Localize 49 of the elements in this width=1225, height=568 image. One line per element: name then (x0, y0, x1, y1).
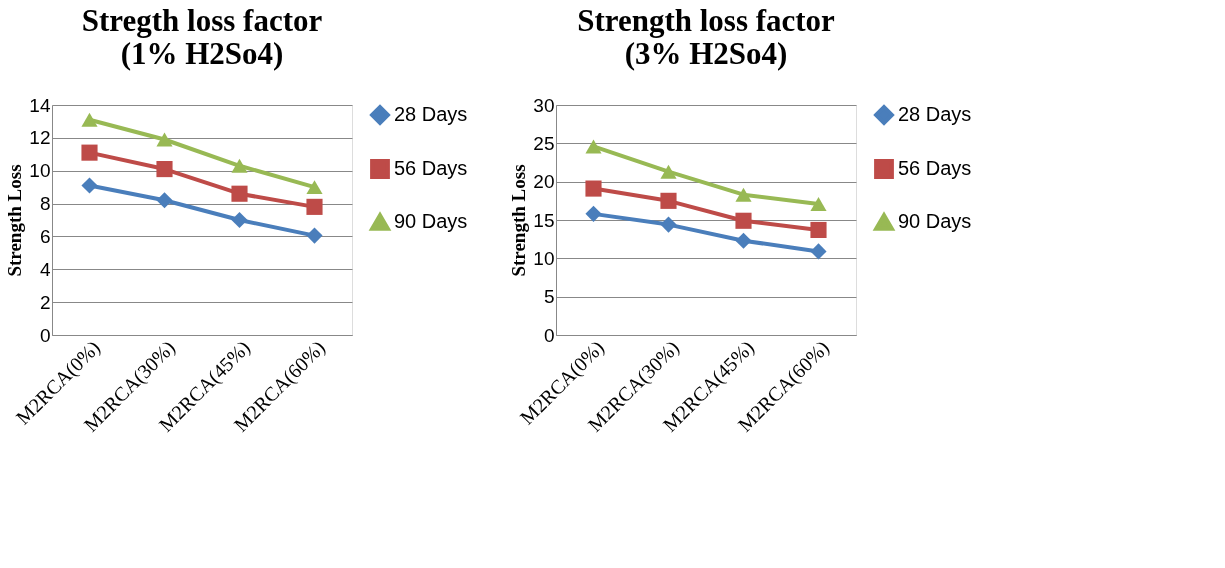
y-tick-label: 10 (29, 160, 51, 182)
point (231, 185, 248, 202)
y-tick-label: 5 (543, 286, 555, 308)
y-tick-label: 0 (543, 324, 555, 346)
y-tick-label: 0 (39, 324, 51, 346)
chart-title: Stregth loss factor (1% H2So4) (81, 3, 323, 71)
point (306, 180, 323, 195)
point (585, 180, 602, 197)
point (810, 196, 827, 211)
y-tick-label: 4 (39, 258, 51, 280)
point (306, 198, 323, 215)
legend-label: 90 Days (898, 210, 972, 232)
y-tick-label: 14 (29, 94, 51, 116)
point (660, 192, 677, 209)
legend-label: 56 Days (898, 157, 972, 179)
y-tick-label: 6 (39, 225, 51, 247)
y-tick-label: 12 (29, 127, 51, 149)
point (81, 177, 98, 194)
y-tick-label: 20 (533, 171, 555, 193)
legend-label: 90 Days (394, 210, 468, 232)
point (231, 211, 248, 229)
legend-label: 56 Days (394, 157, 468, 179)
point (735, 212, 752, 229)
point (156, 132, 173, 147)
y-axis-title: Strength Loss (4, 164, 26, 277)
y-tick-label: 25 (533, 132, 555, 154)
y-tick-label: 2 (39, 291, 51, 313)
point (660, 216, 677, 233)
y-tick-label: 8 (39, 193, 51, 215)
point (660, 164, 677, 179)
point (231, 158, 248, 173)
point (156, 192, 173, 209)
point (735, 232, 752, 249)
point (735, 187, 752, 202)
chart-title: Strength loss factor (3% H2So4) (577, 3, 836, 71)
point (810, 243, 827, 260)
point (306, 227, 323, 244)
point (156, 161, 173, 178)
y-tick-label: 10 (533, 247, 555, 269)
point (810, 221, 827, 239)
point (585, 139, 602, 154)
y-tick-label: 15 (533, 209, 555, 231)
point (81, 112, 98, 127)
point (81, 144, 98, 161)
point (585, 205, 602, 222)
legend-label: 28 Days (394, 103, 468, 125)
legend-label: 28 Days (898, 103, 972, 125)
y-tick-label: 30 (533, 94, 555, 116)
y-axis-title: Strength Loss (508, 164, 530, 277)
